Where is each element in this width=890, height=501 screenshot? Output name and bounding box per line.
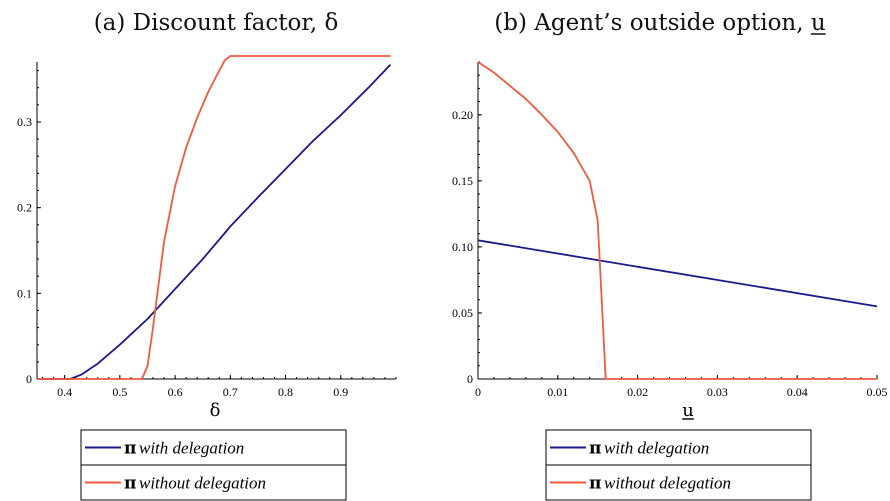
y-tick-label: 0.05 [452,306,473,320]
legend-symbol: π [124,474,136,494]
x-tick-label: 0.4 [57,385,72,399]
y-tick-label: 0.10 [452,240,473,254]
legend-label: without delegation [139,474,266,493]
panel-b: (b) Agent’s outside option, u 00.050.100… [452,10,888,501]
y-tick-label: 0.15 [452,174,473,188]
y-tick-label: 0.2 [17,201,32,215]
x-tick-label: 0.03 [707,385,728,399]
panel-a: (a) Discount factor, δ 00.10.20.30.4 0.5 0… [17,10,397,501]
x-tick-label: 0 [475,385,481,399]
panel-b-plot: 0 0.05 0.10 0.15 0.20 0 0.01 0.02 0.03 0.04 0.05 [452,61,888,399]
x-tick-label: 0.02 [627,385,648,399]
panel-a-title: (a) Discount factor, δ [94,10,339,36]
legend-symbol: π [589,439,601,459]
panel-a-plot: 0 0.1 0.2 0.3 0.4 0.5 0.6 0.7 0.8 0.9 [17,55,397,399]
legend-symbol: π [589,474,601,494]
x-tick-label: 0.7 [223,385,238,399]
y-tick-label: 0 [467,372,473,386]
legend-label: with delegation [604,439,709,458]
legend-label: without delegation [604,474,731,493]
panel-a-xlabel: δ [210,400,221,421]
x-tick-label: 0.04 [787,385,808,399]
y-tick-label: 0 [26,372,32,386]
x-tick-label: 0.5 [112,385,127,399]
y-tick-label: 0.1 [17,286,32,300]
panel-b-title: (b) Agent’s outside option, u [494,10,825,36]
x-tick-label: 0.8 [278,385,293,399]
x-tick-label: 0.01 [547,385,568,399]
legend-symbol: π [124,439,136,459]
x-tick-label: 0.6 [168,385,183,399]
panel-b-xlabel: u [682,400,694,421]
series-line-with-delegation [37,63,392,380]
series-line-without-delegation [37,55,391,380]
series-line-without-delegation [477,61,877,380]
y-tick-label: 0.3 [17,115,32,129]
y-tick-label: 0.20 [452,108,473,122]
x-tick-label: 0.05 [867,385,888,399]
series-line-with-delegation [477,239,878,308]
x-tick-label: 0.9 [333,385,348,399]
legend-label: with delegation [139,439,244,458]
